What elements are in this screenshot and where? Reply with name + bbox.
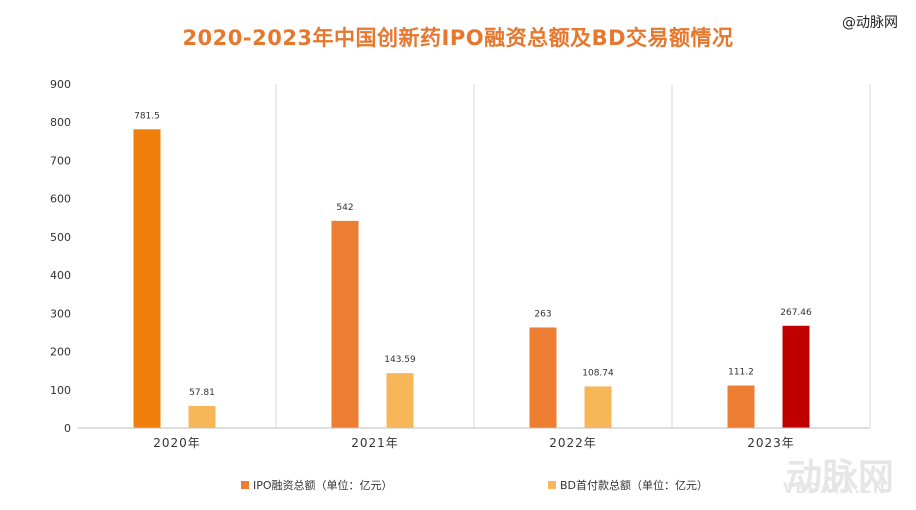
bar-bd-0 — [188, 405, 216, 428]
y-tick-label: 900 — [50, 78, 71, 91]
y-tick-label: 700 — [50, 154, 71, 167]
y-tick-label: 0 — [64, 422, 71, 435]
data-label-ipo-1: 542 — [336, 203, 353, 213]
y-tick-label: 400 — [50, 269, 71, 282]
y-tick-label: 500 — [50, 231, 71, 244]
data-label-bd-3: 267.46 — [780, 308, 812, 318]
y-tick-label: 800 — [50, 116, 71, 129]
legend: IPO融资总额（单位：亿元） BD首付款总额（单位：亿元） — [241, 478, 708, 492]
data-label-bd-0: 57.81 — [189, 388, 215, 398]
bar-ipo-2 — [529, 327, 557, 428]
x-tick-label: 2020年 — [153, 436, 201, 450]
legend-label-ipo: IPO融资总额（单位：亿元） — [253, 478, 393, 492]
bar-ipo-1 — [331, 220, 359, 428]
data-label-ipo-2: 263 — [534, 309, 551, 319]
y-axis: 0 100 200 300 400 500 600 700 800 900 — [50, 78, 71, 435]
bar-bd-1 — [386, 373, 414, 428]
legend-label-bd: BD首付款总额（单位：亿元） — [560, 478, 708, 492]
bar-ipo-3 — [727, 385, 755, 428]
bar-bd-2 — [584, 386, 612, 428]
watermark-domain: VBDATA.CN — [783, 481, 887, 497]
data-labels: 781.5 542 263 111.2 57.81 143.59 108.74 267.46 — [134, 111, 812, 398]
bars — [133, 129, 810, 428]
grid-lines — [275, 84, 871, 428]
watermark-logo-text: 动脉网 — [786, 457, 895, 498]
data-label-ipo-0: 781.5 — [134, 111, 160, 121]
data-label-ipo-3: 111.2 — [728, 367, 754, 377]
x-tick-label: 2023年 — [747, 436, 795, 450]
data-label-bd-1: 143.59 — [384, 355, 416, 365]
bar-bd-3 — [782, 325, 810, 428]
chart-title: 2020-2023年中国创新药IPO融资总额及BD交易额情况 — [182, 26, 734, 50]
bar-ipo-0 — [133, 129, 161, 428]
legend-swatch-ipo — [241, 481, 249, 489]
x-axis: 2020年 2021年 2022年 2023年 — [78, 427, 870, 450]
y-tick-label: 600 — [50, 193, 71, 206]
legend-swatch-bd — [548, 481, 556, 489]
y-tick-label: 100 — [50, 384, 71, 397]
x-tick-label: 2021年 — [351, 436, 399, 450]
y-tick-label: 200 — [50, 346, 71, 359]
source-credit: @动脉网 — [842, 15, 898, 31]
y-tick-label: 300 — [50, 307, 71, 320]
data-label-bd-2: 108.74 — [582, 368, 614, 378]
x-tick-label: 2022年 — [549, 436, 597, 450]
